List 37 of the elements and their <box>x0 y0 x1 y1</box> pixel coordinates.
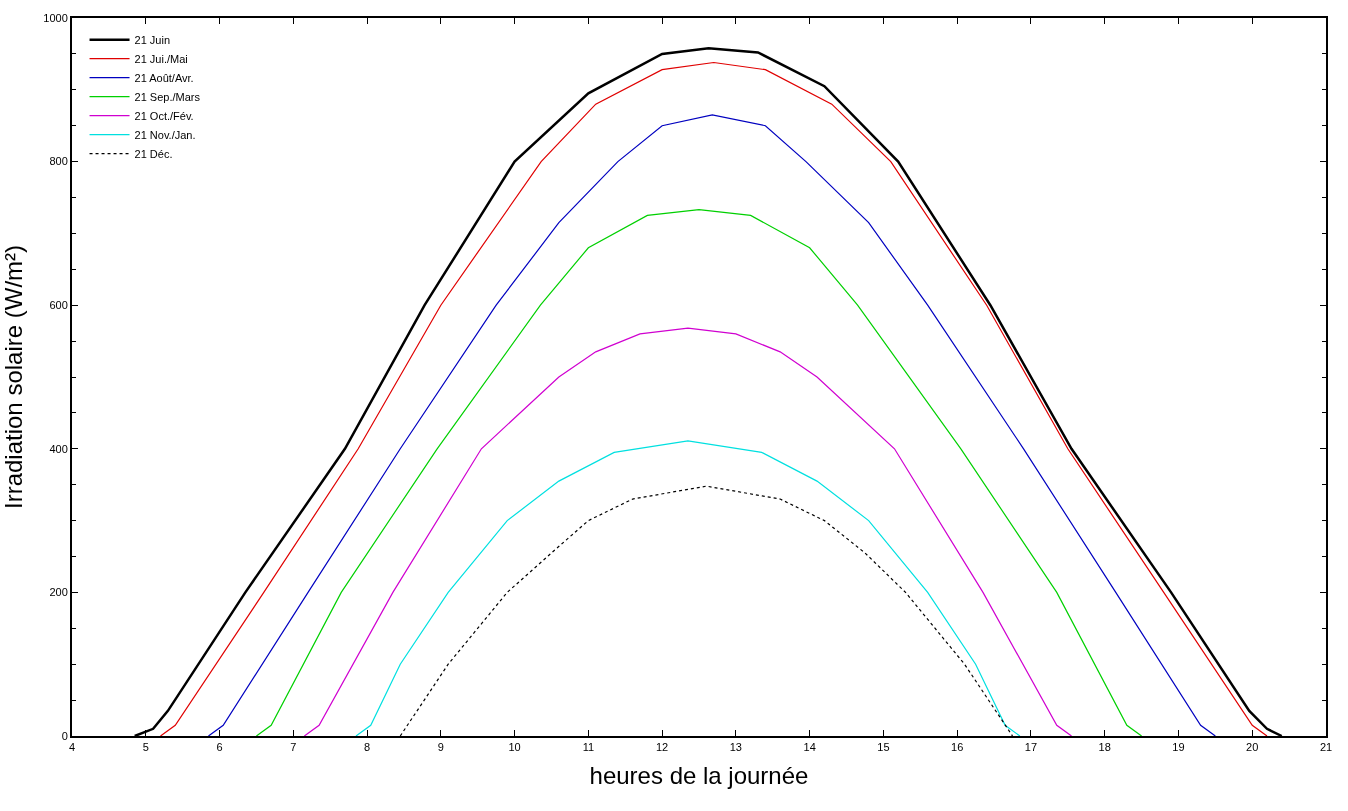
x-tick-label: 19 <box>1172 741 1185 754</box>
y-tick-label: 0 <box>61 729 68 742</box>
x-tick-label: 15 <box>877 741 890 754</box>
line-series <box>207 114 1216 736</box>
x-tick-label: 9 <box>437 741 444 754</box>
x-tick-label: 11 <box>582 741 595 754</box>
y-tick-label: 400 <box>49 442 68 455</box>
legend-label: 21 Oct./Fév. <box>134 109 194 122</box>
x-tick-label: 20 <box>1246 741 1259 754</box>
x-tick-label: 14 <box>803 741 816 754</box>
line-series <box>355 440 1021 736</box>
x-tick-label: 21 <box>1319 741 1333 754</box>
legend-label: 21 Sep./Mars <box>134 90 201 103</box>
y-tick-label: 200 <box>49 586 68 599</box>
x-axis-title: heures de la journée <box>589 762 809 789</box>
x-tick-label: 10 <box>508 741 521 754</box>
x-tick-label: 16 <box>951 741 964 754</box>
x-tick-label: 17 <box>1024 741 1038 754</box>
legend-label: 21 Nov./Jan. <box>134 128 196 141</box>
line-series <box>303 327 1073 736</box>
legend-label: 21 Août/Avr. <box>134 71 194 84</box>
legend-label: 21 Juin <box>134 33 171 46</box>
legend-label: 21 Déc. <box>134 147 173 160</box>
line-series <box>255 209 1143 736</box>
x-tick-label: 5 <box>142 741 149 754</box>
x-tick-label: 12 <box>655 741 669 754</box>
x-tick-label: 18 <box>1098 741 1111 754</box>
legend-label: 21 Jui./Mai <box>134 52 188 65</box>
x-tick-label: 8 <box>364 741 371 754</box>
y-tick-label: 800 <box>49 155 68 168</box>
y-axis-title: Irradiation solaire (W/m²) <box>0 244 27 510</box>
x-tick-label: 6 <box>216 741 223 754</box>
x-tick-label: 4 <box>68 741 76 754</box>
x-tick-label: 7 <box>290 741 297 754</box>
x-tick-label: 13 <box>729 741 743 754</box>
y-tick-label: 600 <box>49 299 68 312</box>
y-tick-label: 1000 <box>43 11 68 24</box>
